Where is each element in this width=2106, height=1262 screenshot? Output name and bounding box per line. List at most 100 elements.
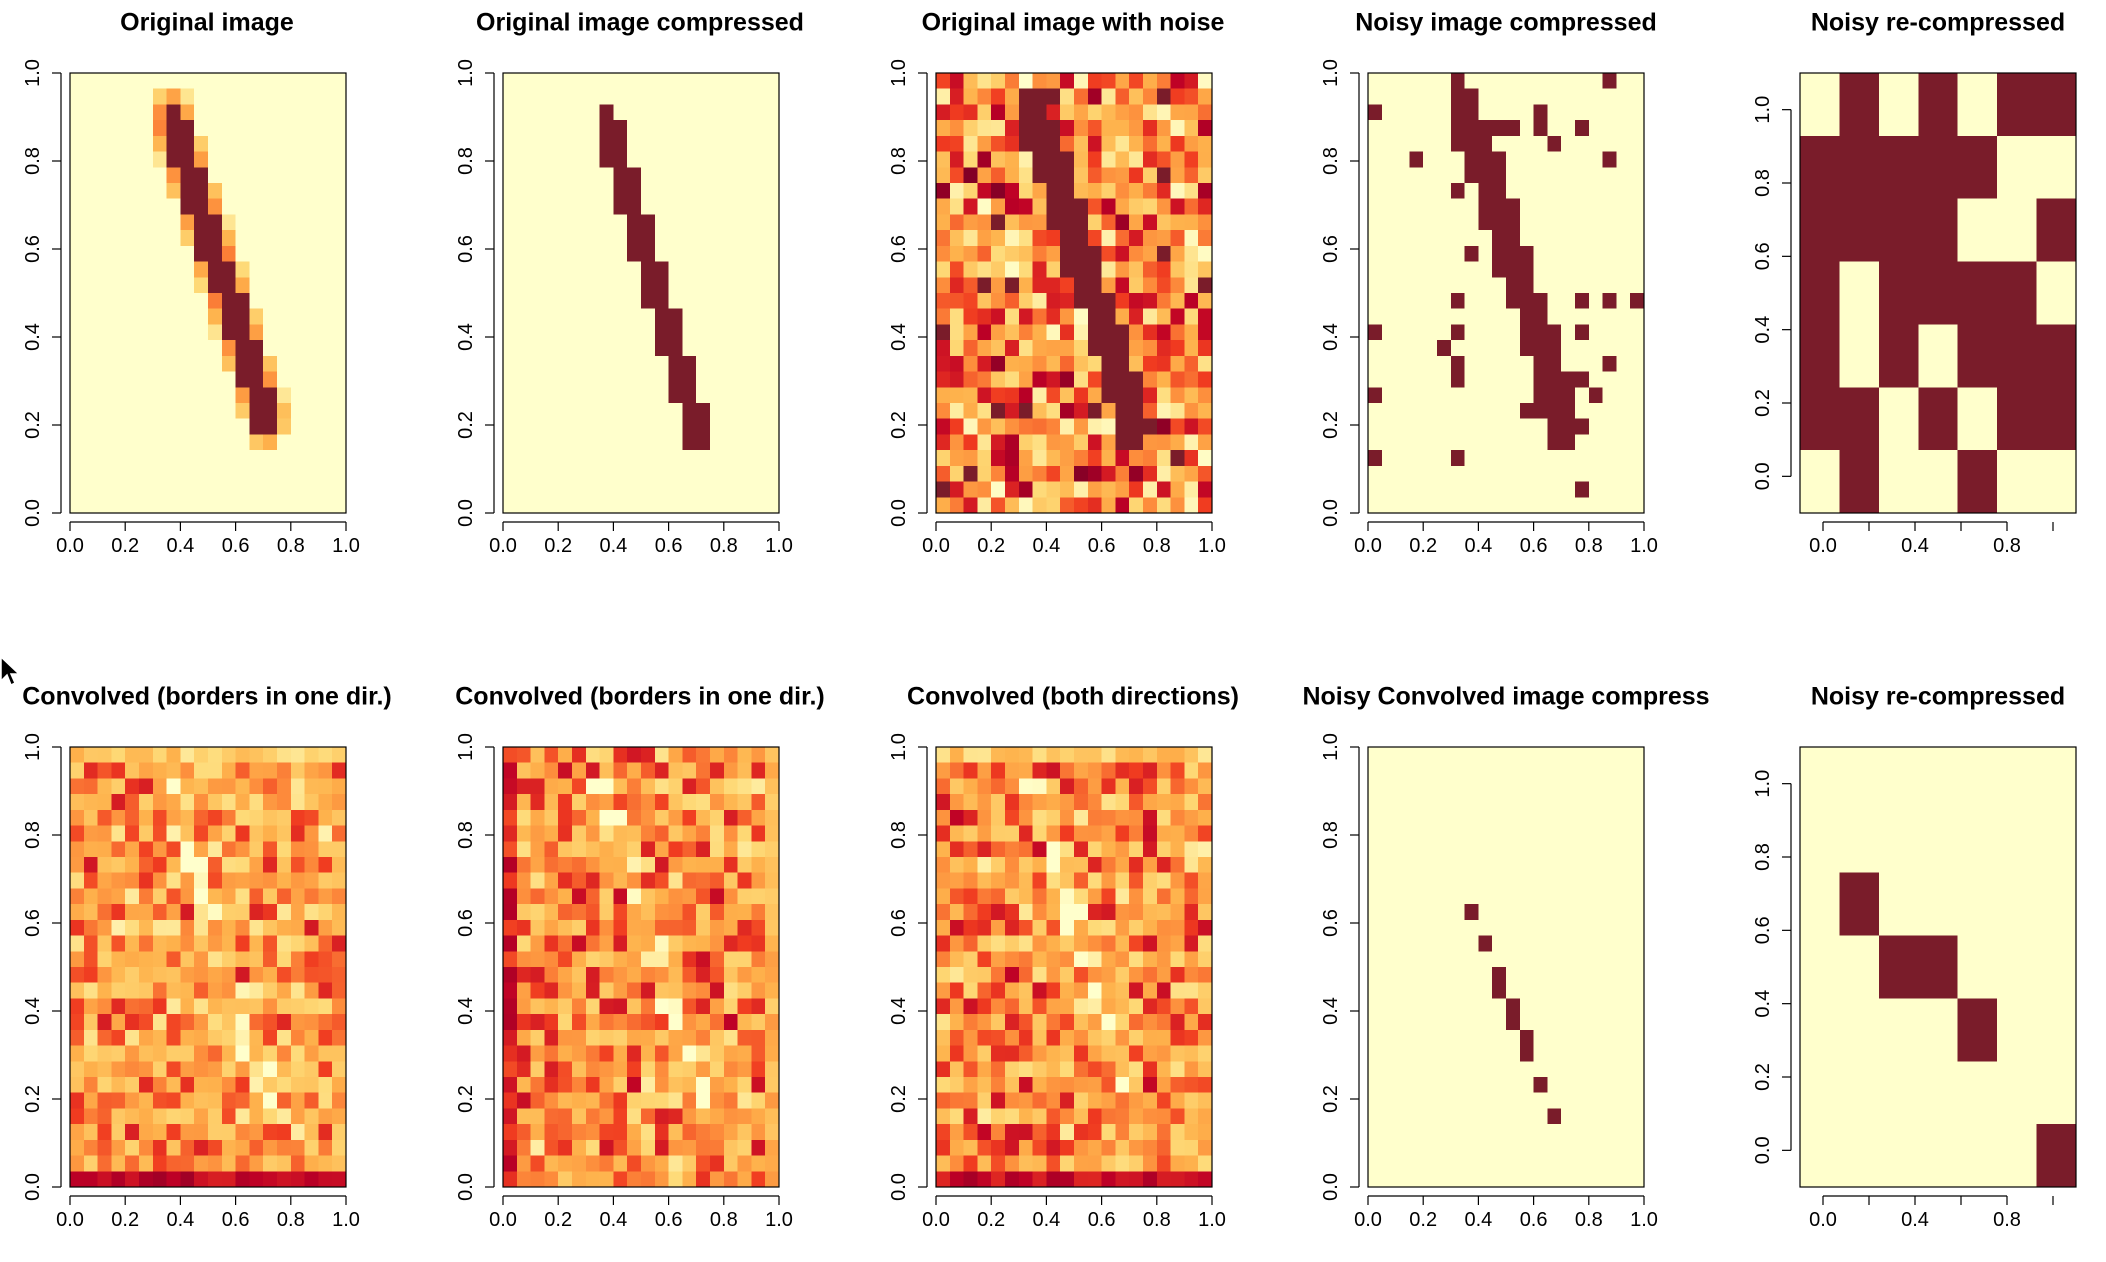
heatmap-cell bbox=[765, 951, 780, 968]
heatmap-cell bbox=[654, 982, 670, 1000]
heatmap-cell bbox=[1478, 387, 1493, 404]
heatmap-cell bbox=[139, 1139, 154, 1157]
heatmap-cell bbox=[1588, 1077, 1604, 1094]
heatmap-cell bbox=[1588, 904, 1604, 921]
heatmap-cell bbox=[277, 245, 292, 263]
heatmap-panel: Convolved (borders in one dir.)0.0 0.2 0.4… bbox=[22, 683, 392, 1231]
heatmap-cell bbox=[765, 481, 780, 498]
heatmap-cell bbox=[1381, 183, 1397, 200]
heatmap-cell bbox=[83, 88, 99, 106]
heatmap-cell bbox=[1997, 387, 2038, 451]
heatmap-cell bbox=[1506, 497, 1521, 514]
heatmap-cell bbox=[751, 1139, 766, 1157]
heatmap-cell bbox=[1478, 1029, 1493, 1047]
heatmap-cell bbox=[1519, 1108, 1535, 1125]
heatmap-cell bbox=[503, 418, 518, 436]
heatmap-cell bbox=[585, 1029, 601, 1047]
heatmap-cell bbox=[2036, 73, 2077, 137]
heatmap-cell bbox=[977, 198, 992, 216]
heatmap-cell bbox=[221, 450, 237, 467]
heatmap-cell bbox=[194, 1014, 209, 1031]
heatmap-cell bbox=[208, 951, 223, 968]
heatmap-cell bbox=[1074, 104, 1089, 121]
heatmap-cell bbox=[949, 88, 965, 106]
heatmap-cell bbox=[1519, 794, 1535, 811]
heatmap-cell bbox=[696, 151, 711, 168]
heatmap-cell bbox=[1060, 387, 1075, 404]
heatmap-cell bbox=[654, 809, 670, 827]
heatmap-cell bbox=[180, 104, 195, 121]
heatmap-cell bbox=[963, 1171, 978, 1188]
heatmap-cell bbox=[263, 245, 278, 263]
heatmap-cell bbox=[641, 465, 656, 483]
heatmap-cell bbox=[194, 293, 209, 310]
heatmap-cell bbox=[1368, 198, 1383, 216]
heatmap-cell bbox=[1533, 1029, 1548, 1047]
heatmap-cell bbox=[737, 1077, 752, 1094]
heatmap-cell bbox=[1115, 982, 1130, 1000]
heatmap-cell bbox=[627, 1155, 642, 1172]
heatmap-cell bbox=[1198, 825, 1213, 842]
heatmap-cell bbox=[696, 371, 711, 388]
heatmap-cell bbox=[1997, 135, 2038, 200]
heatmap-cell bbox=[166, 465, 181, 483]
heatmap-cell bbox=[936, 497, 951, 514]
heatmap-cell bbox=[1074, 497, 1089, 514]
heatmap-cell bbox=[1478, 167, 1493, 184]
heatmap-cell bbox=[558, 825, 573, 842]
heatmap-cell bbox=[1046, 277, 1061, 294]
heatmap-cell bbox=[1184, 1124, 1199, 1141]
heatmap-cell bbox=[221, 1092, 237, 1110]
heatmap-cell bbox=[544, 888, 559, 905]
heatmap-cell bbox=[1800, 1124, 1841, 1188]
heatmap-cell bbox=[111, 825, 126, 842]
heatmap-cell bbox=[263, 403, 278, 420]
heatmap-cell bbox=[1101, 872, 1116, 890]
heatmap-cell bbox=[1423, 857, 1438, 874]
heatmap-cell bbox=[263, 747, 278, 764]
heatmap-cell bbox=[1588, 1171, 1604, 1188]
heatmap-cell bbox=[318, 1155, 333, 1172]
heatmap-cell bbox=[277, 465, 292, 483]
heatmap-cell bbox=[1839, 998, 1880, 1062]
heatmap-cell bbox=[152, 747, 168, 764]
heatmap-cell bbox=[613, 762, 628, 780]
heatmap-cell bbox=[1602, 418, 1617, 436]
heatmap-cell bbox=[696, 904, 711, 921]
heatmap-cell bbox=[1464, 151, 1479, 168]
heatmap-cell bbox=[290, 230, 306, 247]
heatmap-cell bbox=[1074, 1092, 1089, 1110]
heatmap-cell bbox=[936, 277, 951, 294]
heatmap-cell bbox=[290, 982, 306, 1000]
heatmap-cell bbox=[585, 935, 601, 952]
heatmap-cell bbox=[558, 1077, 573, 1094]
heatmap-cell bbox=[125, 998, 140, 1015]
heatmap-cell bbox=[1519, 293, 1535, 310]
heatmap-cell bbox=[1060, 355, 1075, 373]
heatmap-cell bbox=[1506, 230, 1521, 247]
heatmap-cell bbox=[1156, 857, 1172, 874]
heatmap-cell bbox=[1005, 120, 1020, 137]
heatmap-cell bbox=[263, 324, 278, 341]
heatmap-cell bbox=[1437, 120, 1452, 137]
heatmap-cell bbox=[668, 935, 683, 952]
heatmap-cell bbox=[949, 497, 965, 514]
heatmap-cell bbox=[290, 434, 306, 451]
heatmap-cell bbox=[166, 120, 181, 137]
heatmap-cell bbox=[125, 1045, 140, 1062]
x-tick-label: 0.0 bbox=[489, 535, 517, 557]
heatmap-cell bbox=[235, 794, 250, 811]
heatmap-cell bbox=[263, 1029, 278, 1047]
heatmap-cell bbox=[1616, 230, 1631, 247]
heatmap-cell bbox=[558, 1061, 573, 1078]
heatmap-cell bbox=[1046, 73, 1061, 90]
heatmap-cell bbox=[1395, 1014, 1410, 1031]
heatmap-cell bbox=[668, 982, 683, 1000]
heatmap-cell bbox=[530, 324, 545, 341]
heatmap-cell bbox=[654, 403, 670, 420]
heatmap-cell bbox=[277, 935, 292, 952]
heatmap-cell bbox=[1918, 324, 1959, 388]
heatmap-cell bbox=[503, 340, 518, 357]
heatmap-cell bbox=[696, 825, 711, 842]
